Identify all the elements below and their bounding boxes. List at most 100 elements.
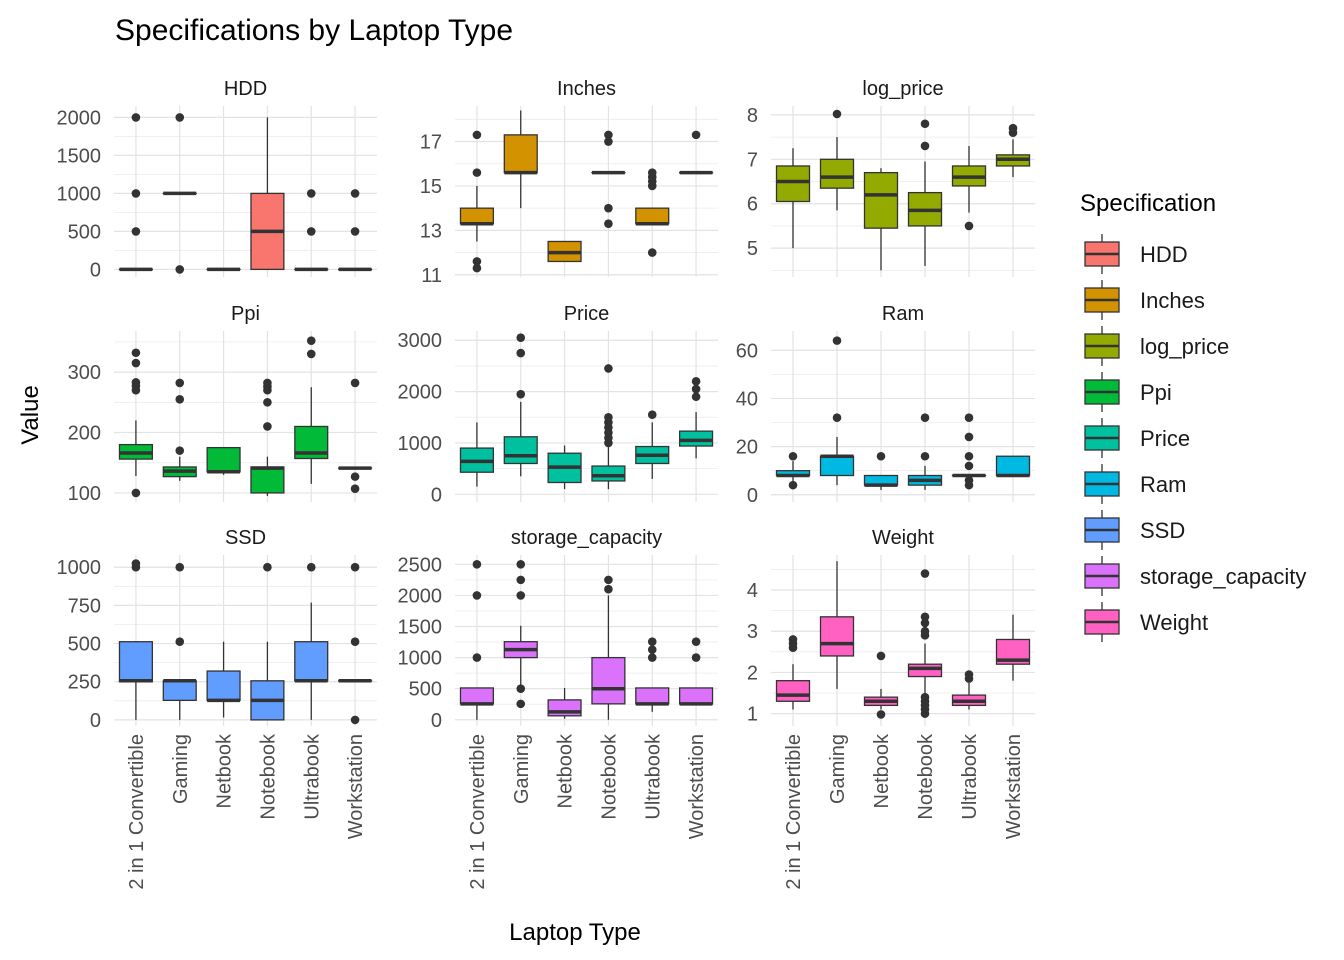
outlier-point (604, 219, 613, 229)
box-notebook (591, 575, 626, 720)
x-tick-label-gaming: Gaming (511, 734, 533, 804)
panel-ppi: 100 200 300 Ppi (68, 303, 377, 505)
x-tick-label-workstation: Workstation (686, 734, 708, 839)
y-tick-label: 13 (420, 220, 442, 242)
box-gaming (819, 109, 855, 211)
box-netbook (863, 651, 899, 719)
outlier-point (472, 263, 482, 273)
outlier-point (350, 715, 360, 725)
x-tick-label-netbook: Netbook (214, 733, 236, 808)
panel-inches: 11 13 15 17 Inches (420, 78, 718, 287)
outlier-point (263, 378, 272, 388)
x-tick-label-netbook: Netbook (871, 733, 893, 808)
box-iqr (250, 466, 285, 494)
outlier-point (131, 488, 141, 498)
box-iqr (819, 158, 855, 189)
box-notebook (250, 117, 285, 271)
outlier-point (691, 130, 701, 140)
outlier-point (131, 113, 141, 122)
outlier-point (964, 451, 974, 461)
legend-item-log-price: log_price (1084, 326, 1229, 366)
y-tick-label: 100 (68, 483, 101, 505)
y-tick-label: 0 (747, 485, 758, 507)
outlier-point (516, 560, 526, 569)
box-netbook (547, 240, 582, 263)
legend-label: storage_capacity (1140, 564, 1306, 589)
outlier-point (516, 591, 526, 600)
outlier-point (691, 377, 701, 386)
outlier-point (920, 626, 930, 636)
outlier-point (350, 562, 360, 572)
panel-hdd: 0 500 1000 1500 2000 HDD (57, 78, 377, 281)
box-iqr (819, 455, 855, 477)
outlier-point (647, 637, 657, 646)
outlier-point (647, 645, 657, 654)
box-iqr (775, 165, 811, 203)
outlier-point (131, 348, 141, 358)
box-iqr (907, 663, 943, 678)
panel-ram: 0 20 40 60 Ram (736, 303, 1035, 507)
outlier-point (516, 348, 526, 358)
x-tick-labels: 2 in 1 Convertible Gaming Netbook Notebook U… (126, 733, 1025, 890)
outlier-point (920, 612, 930, 622)
outlier-point (788, 451, 798, 461)
y-tick-label: 2000 (398, 382, 443, 404)
panel-title: SSD (225, 527, 266, 549)
box-ultrabook (294, 336, 329, 484)
box-gaming (503, 560, 538, 709)
box-workstation (337, 562, 373, 725)
outlier-point (516, 333, 526, 342)
box-notebook (907, 569, 943, 718)
outlier-point (920, 569, 930, 578)
outlier-point (472, 168, 482, 177)
outlier-point (306, 562, 316, 572)
y-tick-label: 0 (431, 710, 442, 732)
box-ultrabook (635, 168, 670, 257)
y-tick-label: 3 (747, 621, 758, 643)
y-tick-label: 200 (68, 423, 101, 445)
outlier-point (1008, 123, 1018, 133)
box-netbook (206, 641, 241, 718)
box-ultrabook (951, 145, 987, 231)
outlier-point (472, 560, 482, 569)
outlier-point (472, 653, 482, 662)
box-notebook (250, 562, 285, 721)
x-tick-label-2-in-1-convertible: 2 in 1 Convertible (783, 734, 805, 890)
panel-title: storage_capacity (511, 527, 662, 549)
panel-title: log_price (862, 78, 943, 100)
legend-label: Inches (1140, 288, 1205, 313)
x-tick-label-workstation: Workstation (1003, 734, 1025, 839)
outlier-point (920, 692, 930, 702)
outlier-point (604, 137, 613, 146)
box-workstation (995, 123, 1031, 178)
panel-log-price: 5 6 7 8 log_price (747, 78, 1035, 277)
x-tick-label-ultrabook: Ultrabook (642, 733, 664, 820)
legend-item-ssd: SSD (1084, 510, 1185, 550)
outlier-point (691, 392, 701, 402)
box-iqr (591, 656, 626, 705)
panel-title: Ram (882, 303, 924, 325)
box-iqr (819, 616, 855, 657)
outlier-point (175, 637, 185, 647)
legend-item-storage-capacity: storage_capacity (1084, 556, 1306, 596)
y-tick-label: 8 (747, 105, 758, 127)
box-netbook (547, 445, 582, 490)
outlier-point (920, 618, 930, 628)
box-netbook (206, 446, 241, 475)
outlier-point (647, 168, 657, 177)
outlier-point (175, 394, 185, 404)
y-tick-label: 2 (747, 662, 758, 684)
box-iqr (459, 207, 495, 225)
box-iqr (118, 641, 154, 683)
y-tick-label: 17 (420, 132, 442, 154)
outlier-point (604, 203, 613, 213)
box-notebook (591, 130, 626, 229)
box-gaming (162, 378, 197, 481)
x-tick-label-netbook: Netbook (555, 733, 577, 808)
outlier-point (691, 653, 701, 662)
outlier-point (175, 378, 185, 388)
legend-label: SSD (1140, 518, 1185, 543)
panel-title: Ppi (231, 303, 260, 325)
box-ultrabook (951, 413, 987, 490)
box-2-in-1-convertible (118, 348, 154, 498)
